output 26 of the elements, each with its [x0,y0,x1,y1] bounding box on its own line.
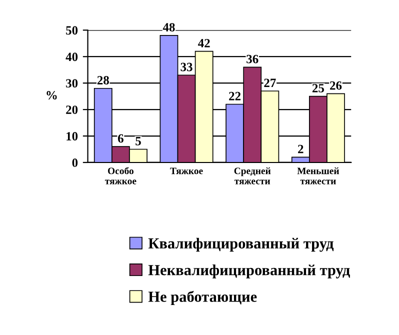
data-label: 5 [136,137,141,146]
y-tick-label: 40 [66,52,78,62]
x-tick-label: Тяжкое [170,168,203,174]
x-tick-label: Меньшей тяжести [297,167,340,184]
y-tick-label: 20 [66,106,78,114]
data-label: 36 [246,54,258,64]
data-label: 25 [312,84,324,92]
y-tick-label: 30 [66,79,78,88]
data-label: 28 [97,76,109,84]
data-label: 2 [298,144,304,154]
x-tick-label: Средней тяжести [234,167,271,184]
data-label: 6 [118,134,124,143]
y-axis-title: % [46,91,57,100]
y-tick-label: 50 [66,26,78,35]
legend-label: Квалифицированный труд [148,238,334,252]
x-tick-label: Особо тяжкое [105,167,136,184]
data-label: 26 [330,81,342,90]
data-label: 33 [180,62,192,72]
y-tick-label: 10 [66,132,78,140]
data-label: 22 [229,92,241,100]
data-label: 48 [162,23,175,32]
y-tick-label: 0 [72,158,78,167]
legend-label: Неквалифицированный труд [148,264,350,278]
data-label: 27 [264,78,276,87]
legend-label: Не работающие [148,290,257,306]
data-label: 42 [198,38,210,48]
